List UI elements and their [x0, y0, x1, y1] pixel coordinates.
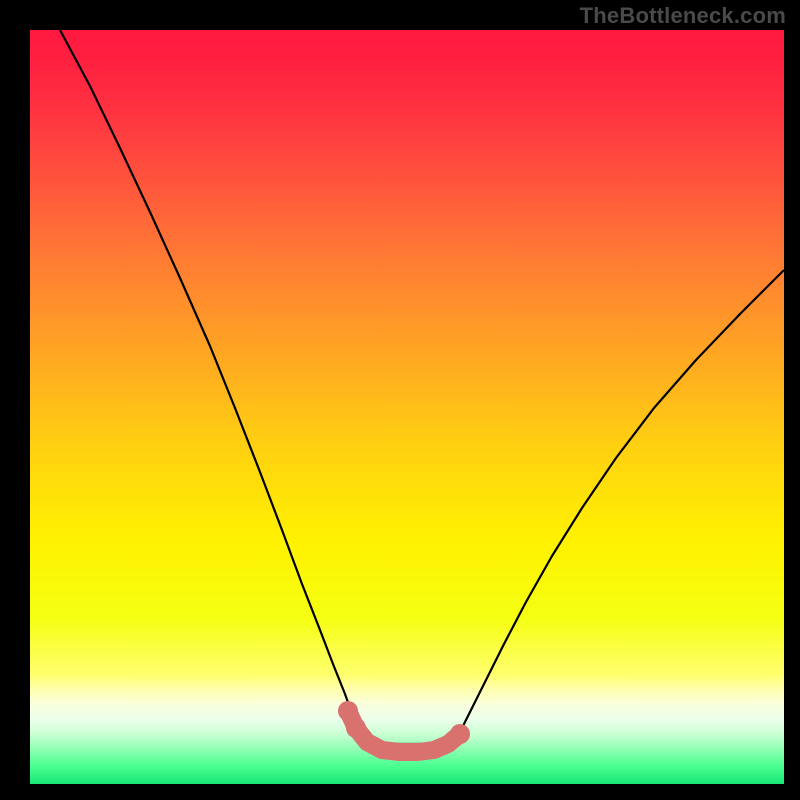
watermark-text: TheBottleneck.com — [580, 3, 786, 29]
marker-dot — [450, 724, 470, 744]
curve-layer — [30, 30, 784, 784]
bottleneck-curve — [60, 30, 784, 744]
marker-dot — [338, 701, 358, 721]
marker-dot — [346, 718, 366, 738]
plot-area — [30, 30, 784, 784]
